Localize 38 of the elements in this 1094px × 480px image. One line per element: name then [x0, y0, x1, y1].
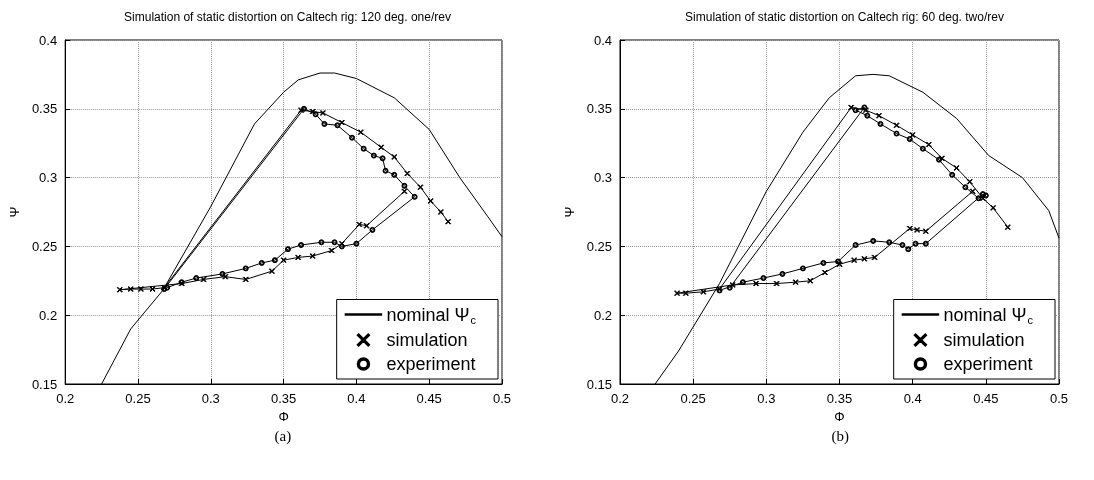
x-axis-title: Φ — [278, 408, 289, 424]
chart-title: Simulation of static distortion on Caltech rig: 120 deg. one/rev — [124, 10, 451, 24]
y-tick-label: 0.25 — [586, 238, 612, 254]
y-tick-label: 0.3 — [39, 170, 58, 186]
x-tick-label: 0.2 — [610, 391, 630, 406]
x-tick-label: 0.4 — [347, 391, 366, 406]
x-tick-label: 0.3 — [757, 391, 776, 406]
x-tick-label: 0.45 — [416, 391, 442, 406]
x-tick-label: 0.3 — [201, 391, 220, 406]
text: (b) — [831, 427, 849, 445]
y-tick-label: 0.25 — [31, 238, 58, 254]
y-tick-label: 0.35 — [31, 101, 58, 117]
y-tick-label: 0.4 — [39, 32, 58, 48]
y-tick-label: 0.15 — [586, 376, 612, 392]
y-tick-label: 0.4 — [593, 32, 612, 48]
legend-label: experiment — [386, 354, 476, 374]
legend-label: experiment — [943, 354, 1033, 374]
x-tick-label: 0.5 — [1049, 391, 1069, 406]
x-tick-label: 0.45 — [973, 391, 999, 406]
x-axis-title: Φ — [834, 408, 845, 424]
y-tick-label: 0.2 — [39, 307, 58, 323]
text: (a) — [274, 427, 292, 445]
chart-title: Simulation of static distortion on Caltech rig: 60 deg. two/rev — [685, 10, 1004, 24]
y-tick-label: 0.35 — [586, 101, 612, 117]
y-axis-title: Ψ — [7, 206, 22, 218]
y-tick-label: 0.15 — [31, 376, 58, 392]
x-tick-label: 0.5 — [492, 391, 512, 406]
x-tick-label: 0.35 — [826, 391, 853, 406]
y-axis-title: Ψ — [561, 206, 577, 218]
x-tick-label: 0.25 — [680, 391, 706, 406]
x-tick-label: 0.2 — [56, 391, 75, 406]
legend-label: simulation — [943, 330, 1025, 350]
x-tick-label: 0.4 — [903, 391, 922, 406]
x-tick-label: 0.25 — [125, 391, 151, 406]
legend-label: simulation — [386, 330, 468, 350]
y-tick-label: 0.3 — [593, 170, 612, 186]
x-tick-label: 0.35 — [270, 391, 297, 406]
y-tick-label: 0.2 — [593, 307, 612, 323]
